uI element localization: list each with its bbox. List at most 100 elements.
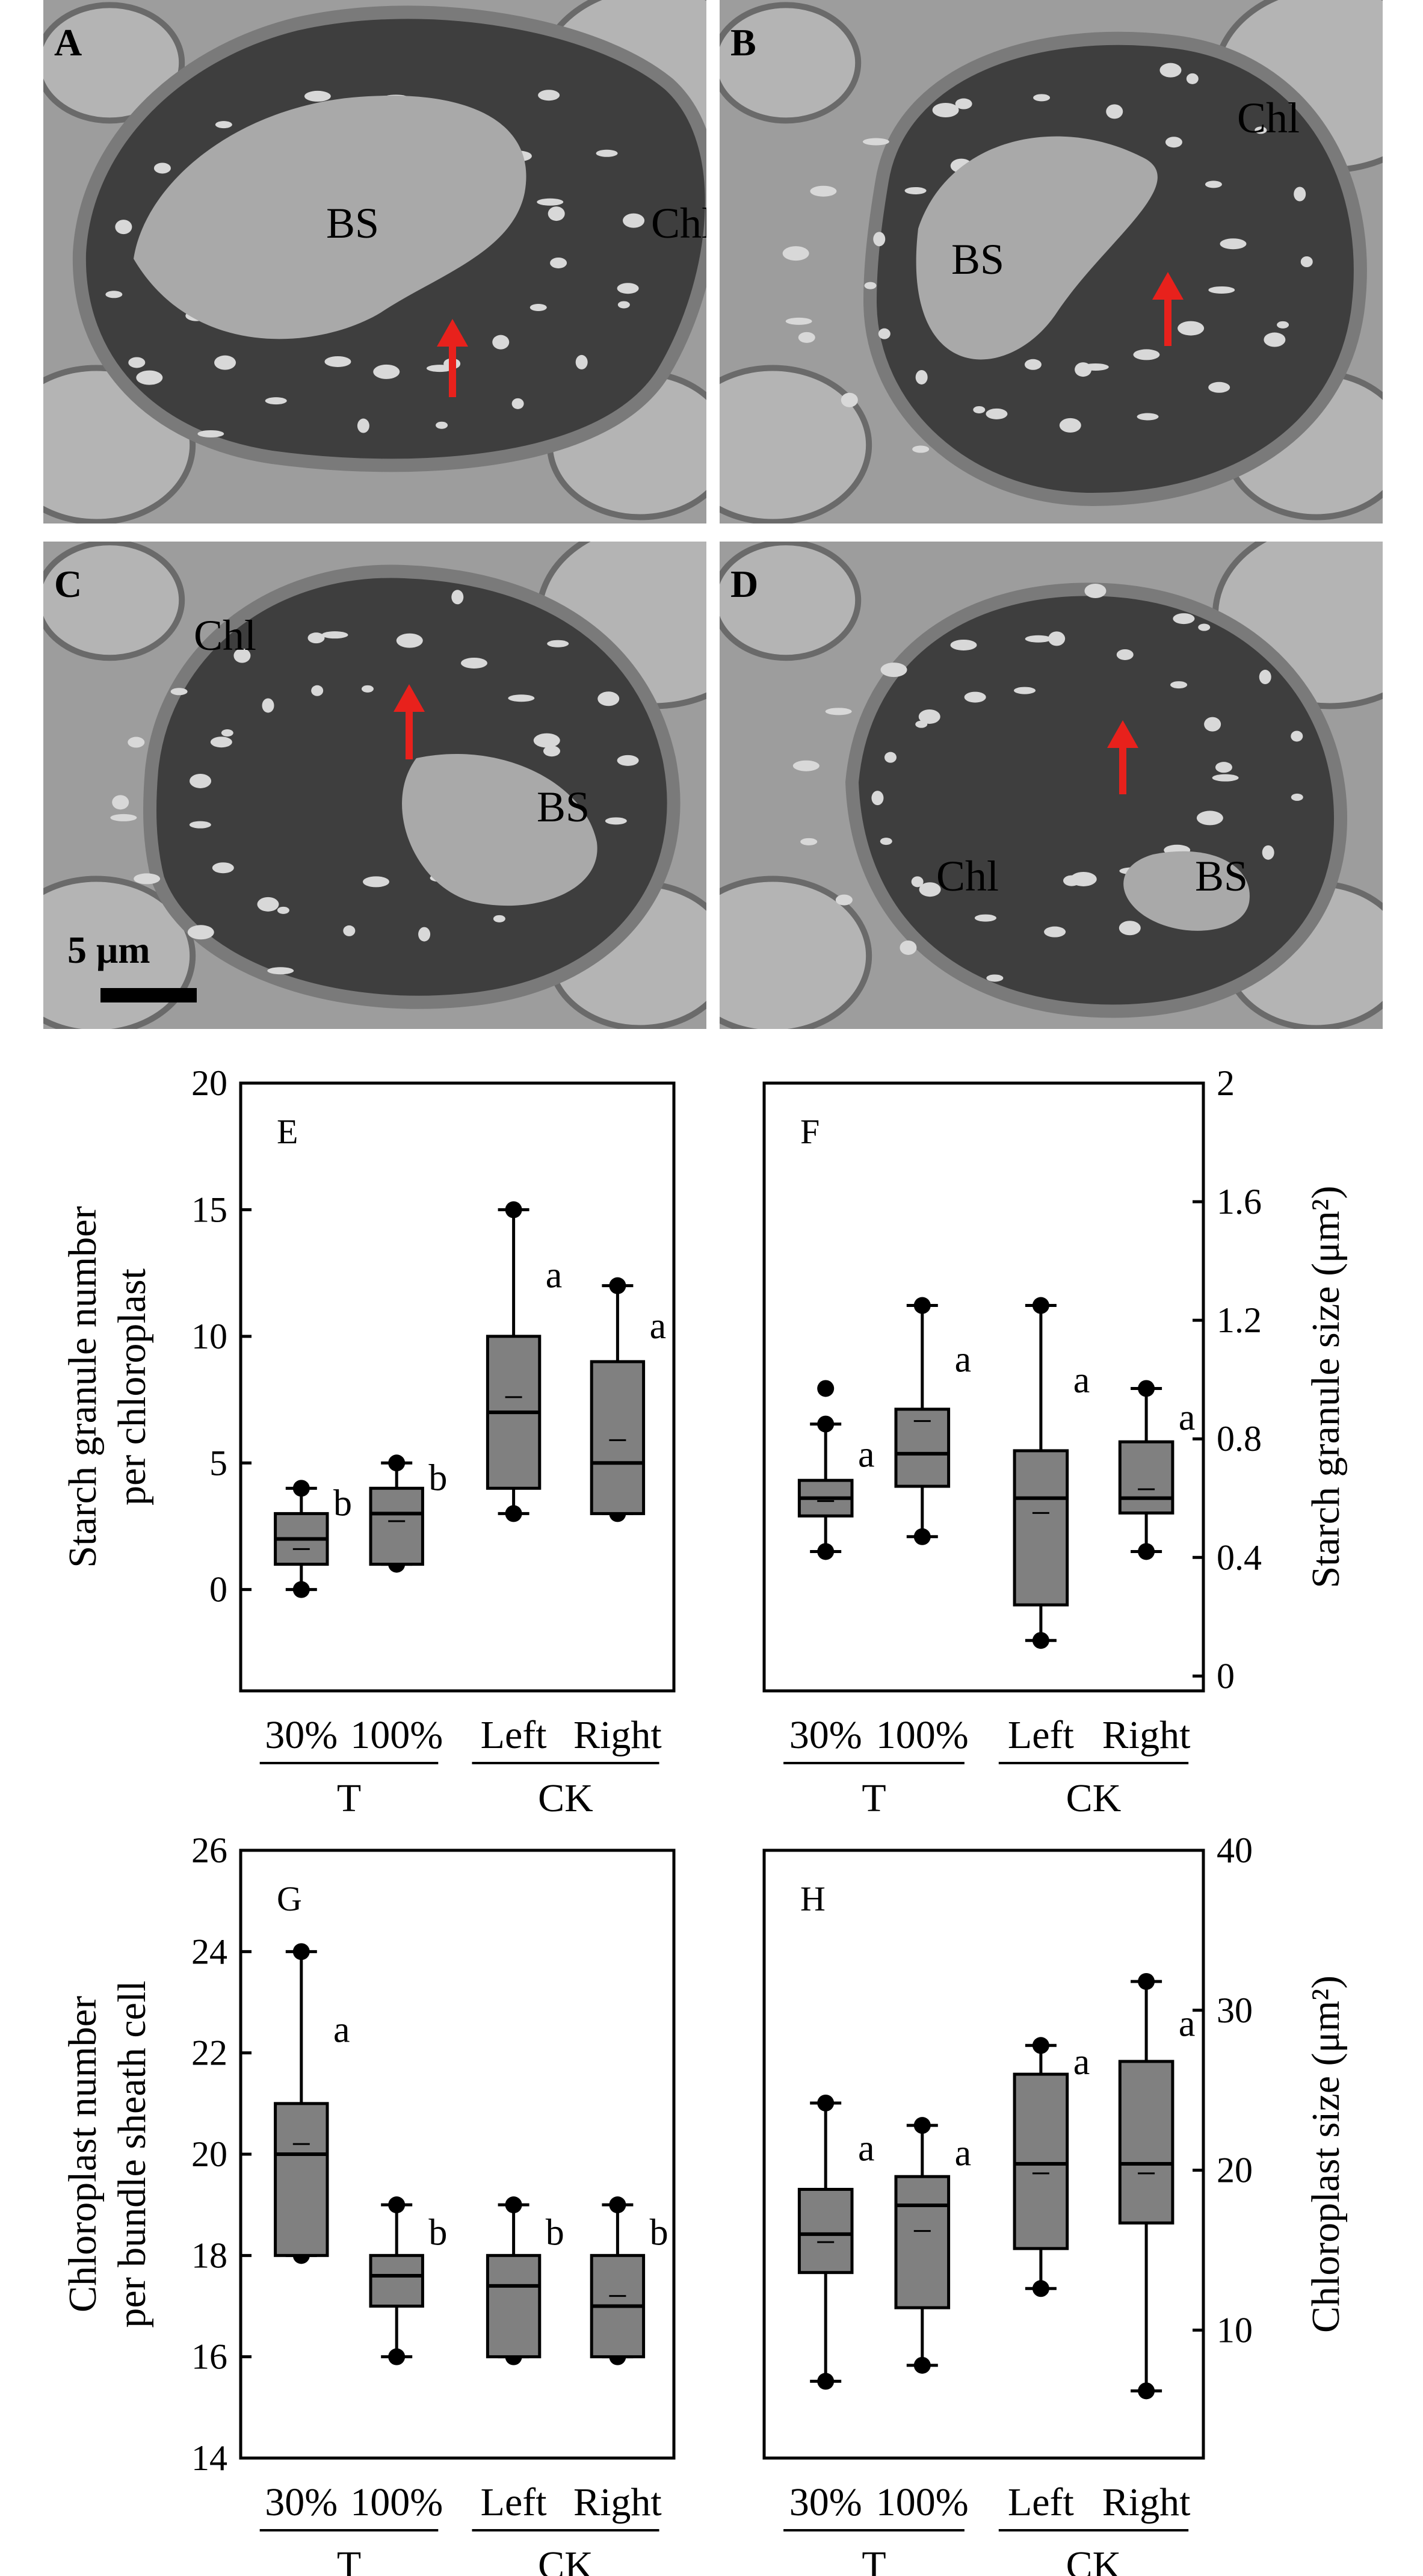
panel-letter: H [800,1879,826,1918]
box-30%: b [274,1480,352,1598]
extreme-point [913,1297,931,1314]
y-tick-label: 0.4 [1217,1537,1262,1577]
box-iqr [797,2187,854,2275]
extreme-point [292,1480,310,1497]
box-Right: a [590,1277,667,1522]
y-tick-label: 10 [1217,2310,1253,2350]
extreme-point [505,1201,522,1219]
scale-bar-label: 5 μm [67,928,150,971]
panel-letter: A [54,21,82,64]
region-label: Chl [651,199,706,247]
significance-letter: b [650,2212,668,2253]
x-category-label: 30% [265,2480,338,2524]
significance-letter: b [546,2212,564,2253]
significance-letter: a [650,1306,667,1347]
region-label: Chl [194,611,256,659]
extreme-point [913,2117,931,2134]
y-tick-label: 20 [191,2134,227,2174]
micrograph-C: C Chl BS 5 μm [43,542,706,1029]
box-100%: b [369,1454,447,1573]
panel-letter: E [277,1112,298,1151]
region-label: Chl [1237,94,1300,142]
box-Left: b [486,2196,564,2365]
y-tick-label: 30 [1217,1991,1253,2030]
extreme-point [292,1943,310,1960]
box-iqr [894,2175,951,2309]
extreme-point [817,1415,835,1433]
micrograph-D: D Chl BS [720,542,1383,1029]
box-iqr [1013,2072,1069,2250]
micrograph-A: A BS Chl [43,0,706,524]
y-tick-label: 2 [1217,1063,1235,1103]
box-iqr [1013,1449,1069,1607]
x-category-label: 100% [876,2480,969,2524]
box-30%: a [797,1380,875,1560]
y-tick-label: 20 [1217,2151,1253,2190]
extreme-point [292,1581,310,1598]
box-Right: a [1118,1972,1196,2400]
box-Right: a [1118,1380,1195,1560]
x-group-label: CK [538,2544,593,2576]
extreme-point [1138,1543,1155,1560]
extreme-point [609,2196,626,2214]
panel-letter: D [730,563,758,605]
extreme-point [388,2196,406,2214]
y-tick-label: 26 [191,1830,227,1870]
region-label: BS [537,783,590,831]
x-category-label: Left [1008,2480,1074,2524]
box-Left: a [1013,1297,1090,1649]
x-group-label: CK [1066,1776,1122,1820]
extreme-point [609,1277,626,1294]
x-category-label: 30% [789,2480,862,2524]
x-category-label: Right [1102,2480,1191,2524]
box-iqr [369,1486,424,1566]
box-100%: a [894,1297,971,1545]
y-axis-label: Chloroplast number [61,1996,105,2312]
extreme-point [1138,2382,1155,2400]
region-label: BS [951,235,1004,283]
box-iqr [369,2253,424,2308]
x-category-label: 100% [350,1713,443,1757]
x-category-label: Left [481,1713,547,1757]
y-tick-label: 16 [191,2337,227,2377]
x-category-label: Left [1008,1713,1074,1757]
significance-letter: a [858,2128,875,2169]
y-tick-label: 15 [191,1190,227,1229]
y-tick-label: 14 [191,2438,227,2478]
scale-bar [100,988,197,1002]
region-label: BS [326,199,379,247]
significance-letter: a [858,1434,875,1475]
significance-letter: a [546,1255,563,1296]
panel-letter: F [800,1112,820,1151]
box-100%: b [369,2196,447,2365]
extreme-point [505,2196,522,2214]
x-category-label: 30% [265,1713,338,1757]
x-group-label: T [337,2544,361,2576]
y-axis-label: Chloroplast size (μm²) [1304,1975,1348,2333]
significance-letter: a [333,2010,350,2051]
x-group-label: CK [538,1776,593,1820]
extreme-point [913,2356,931,2374]
significance-letter: b [333,1483,352,1524]
box-iqr [590,1360,646,1515]
y-tick-label: 0 [209,1570,227,1610]
y-axis-label: Starch granule number [61,1206,105,1568]
significance-letter: b [428,1457,447,1498]
significance-letter: a [1179,2003,1196,2044]
extreme-point [505,1505,522,1522]
extreme-point [817,1543,835,1560]
extreme-point [913,1528,931,1545]
extreme-point [388,1454,406,1472]
panel-letter: B [730,21,756,64]
x-category-label: 30% [789,1713,862,1757]
y-tick-label: 24 [191,1932,227,1971]
plot-frame [762,1849,1205,2460]
y-axis-label: per bundle sheath cell [110,1980,154,2327]
chart-G: G 14 16 18 20 22 24 26 Chloroplast number per bun… [61,1830,676,2576]
significance-letter: a [1073,2042,1090,2083]
x-category-label: Right [573,2480,662,2524]
significance-letter: b [428,2212,447,2253]
y-tick-label: 0.8 [1217,1419,1262,1459]
y-tick-label: 20 [191,1063,227,1103]
extreme-point [817,2373,835,2390]
